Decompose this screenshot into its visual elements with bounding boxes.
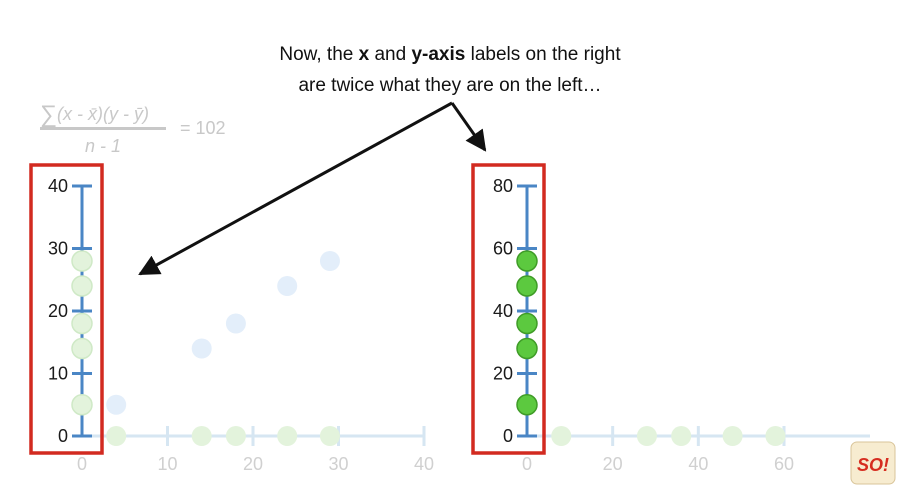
right-x-tick-label: 0 [522,454,532,474]
formula-denominator: n - 1 [85,136,121,156]
right-y-tick-label: 40 [493,301,513,321]
right-y-tick-label: 20 [493,364,513,384]
left-y-axis-highlight-box [29,163,104,455]
right-x-projections [551,426,786,446]
left-data-point [277,276,298,296]
statquest-logo: SO! [850,441,896,485]
left-data-points [106,251,340,415]
left-y-tick-label: 10 [48,364,68,384]
left-data-point [191,338,212,359]
left-y-tick-label: 30 [48,239,68,259]
formula-result: = 102 [180,118,226,138]
formula-fraction-bar [40,127,166,130]
left-x-projection-point [106,426,127,446]
left-x-tick-label: 20 [243,454,263,474]
right-x-tick-label: 60 [774,454,794,474]
logo-text: SO! [857,455,889,475]
arrow-to-left-axis [138,101,453,276]
right-y-tick-label: 80 [493,176,513,196]
right-y-projection-point [516,250,538,272]
left-x-projection-point [225,426,246,446]
right-x-tick-labels: 0 20 40 60 [522,454,794,474]
right-y-projection-point [516,337,538,360]
left-x-projections [106,426,340,446]
formula-sum-symbol: ∑ [40,101,57,128]
right-y-projection-point [516,394,538,416]
left-y-tick-label: 20 [48,301,68,321]
left-data-point [319,251,340,271]
pointer-arrows [138,101,487,276]
left-x-projection-point [319,426,340,446]
right-y-projection-point [516,275,538,297]
right-x-tick-label: 40 [688,454,708,474]
right-y-projections [516,250,538,416]
left-data-point [106,394,127,415]
left-y-tick-label: 0 [58,426,68,446]
right-y-tick-label: 0 [503,426,513,446]
right-y-axis-highlight-box [471,163,546,455]
right-x-tick-label: 20 [603,454,623,474]
left-y-tick-labels: 0 10 20 30 40 [48,176,68,446]
caption-line-1: Now, the x and y-axis labels on the righ… [279,44,621,65]
left-y-projection-point [71,275,93,297]
left-y-ticks [72,184,92,438]
left-y-projection-point [71,250,93,272]
left-x-tick-label: 30 [328,454,348,474]
right-scatter-plot: 0 20 40 60 0 20 40 60 80 [471,163,870,474]
left-y-projection-point [71,312,93,335]
left-x-tick-label: 40 [414,454,434,474]
right-x-projection-point [636,426,657,446]
left-data-point [225,313,246,334]
left-x-projection-point [277,426,298,446]
caption-line-2: are twice what they are on the left… [298,75,601,96]
right-y-ticks [517,184,537,438]
arrow-to-right-axis [450,102,487,152]
logo-badge [850,441,896,485]
covariance-formula: ∑ (x - x̄)(y - ȳ) n - 1 = 102 [40,101,226,156]
left-y-projection-point [71,394,93,416]
left-y-projection-point [71,337,93,360]
left-y-projections [71,250,93,416]
right-x-projection-point [722,426,743,446]
left-x-tick-labels: 0 10 20 30 40 [77,454,434,474]
caption: Now, the x and y-axis labels on the righ… [279,44,621,96]
left-y-tick-label: 40 [48,176,68,196]
left-x-tick-label: 0 [77,454,87,474]
left-scatter-plot: 0 10 20 30 40 0 10 20 30 40 [29,163,434,474]
left-x-projection-point [191,426,212,446]
formula-numerator: (x - x̄)(y - ȳ) [57,104,149,124]
right-y-projection-point [516,312,538,335]
right-x-projection-point [551,426,572,446]
left-x-tick-label: 10 [157,454,177,474]
right-y-tick-labels: 0 20 40 60 80 [493,176,513,446]
right-x-projection-point [765,426,786,446]
right-x-projection-point [671,426,692,446]
right-y-tick-label: 60 [493,239,513,259]
